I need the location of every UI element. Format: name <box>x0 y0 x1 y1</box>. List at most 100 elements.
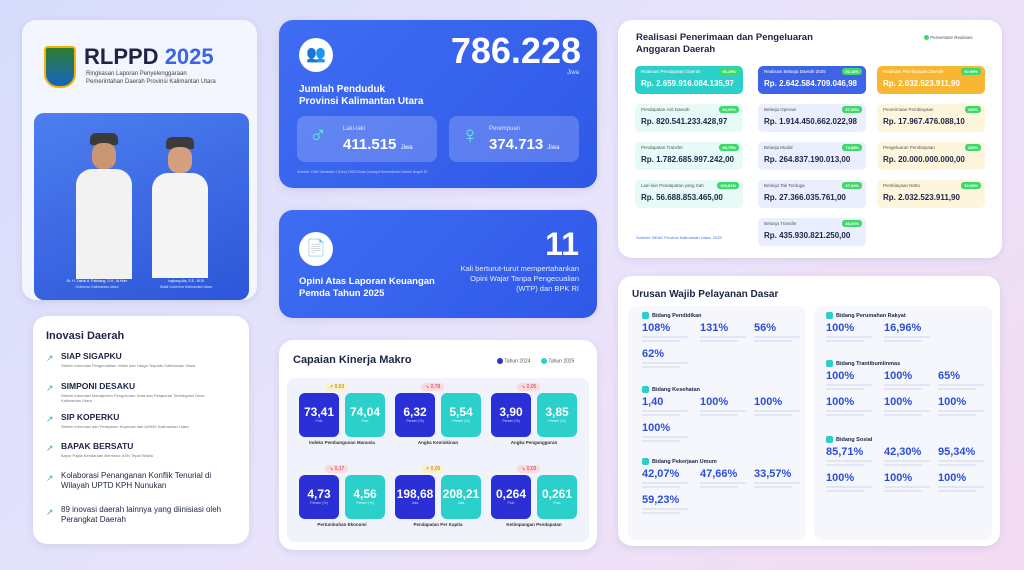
trend-icon: ↗ <box>329 384 335 390</box>
budget-item[interactable]: Lain-lain Pendapatan yang Sah 109,81% Rp. … <box>635 180 743 208</box>
bar-2024: 6,32 Persen (%) <box>395 393 435 437</box>
indicator-desc-line <box>754 410 800 412</box>
makro-group: ↘ 0,03 0,264 Poin 0,261 Poin Ketimpangan Pend… <box>487 462 581 542</box>
inovasi-item[interactable]: ↗ SIMPONI DESAKU Sistem Informasi Manaje… <box>46 381 246 412</box>
budget-pct: 94,99% <box>719 106 739 113</box>
indicator: 108% <box>642 322 696 342</box>
indicator-desc-line <box>884 464 922 466</box>
opini-desc-2: Opini Wajar Tanpa Pengecualian <box>470 274 579 283</box>
budget-pct: 88,06% <box>842 220 862 227</box>
male-number: 411.515 <box>343 136 397 153</box>
budget-pct: 73,88% <box>842 144 862 151</box>
makro-label: Angka Kemiskinan <box>417 440 459 445</box>
bar-2025: 0,261 Poin <box>537 475 577 519</box>
delta-value: 0,78 <box>430 384 441 390</box>
indicator-desc-line <box>700 486 738 488</box>
makro-group: ↘ 0,17 4,73 Persen (%) 4,56 Persen (%) Pertum… <box>295 462 389 542</box>
indicator-desc-line <box>826 460 872 462</box>
indicator-desc-line <box>826 336 872 338</box>
indicator-desc-line <box>826 486 872 488</box>
budget-item[interactable]: Realisasi Belanja Daerah 2025 92,16% Rp. 2… <box>758 66 866 94</box>
budget-item[interactable]: Realisasi Pendapatan Daerah 96,29% Rp. 2.6… <box>635 66 743 94</box>
indicator-desc-line <box>642 414 680 416</box>
indicator: 56% <box>754 322 808 342</box>
indicator-desc-line <box>642 336 688 338</box>
budget-pct: 87,94% <box>842 182 862 189</box>
indicator: 100% <box>826 322 880 342</box>
budget-label: Realisasi Pendapatan Daerah <box>641 69 701 74</box>
inovasi-extra[interactable]: ↗ Kolaborasi Penanganan Konflik Tenurial… <box>46 471 246 505</box>
budget-value: Rp. 1.782.685.997.242,00 <box>641 155 734 164</box>
indicator-desc-line <box>754 414 792 416</box>
indicator-desc-line <box>642 410 688 412</box>
trend-icon: ↗ <box>46 353 54 363</box>
female-unit: Jiwa <box>547 145 560 151</box>
bar-unit: Juta <box>411 501 419 505</box>
indicator: 33,57% <box>754 468 808 488</box>
indicator-desc-line <box>938 410 984 412</box>
indicator-desc-line <box>700 410 746 412</box>
inovasi-extra[interactable]: ↗ 89 inovasi daerah lainnya yang diinisi… <box>46 505 246 531</box>
indicator: 100% <box>754 396 808 416</box>
male-box: ♂ Laki-laki 411.515 Jiwa <box>297 116 437 162</box>
budget-pct: 92,99% <box>961 182 981 189</box>
female-label: Perempuan <box>489 126 521 132</box>
indicator-value: 95,34% <box>938 446 976 458</box>
budget-label: Pengeluaran Pembiayaan <box>883 145 935 150</box>
indicator-desc-line <box>754 336 800 338</box>
population-source: Sumber: DKB Semester 2 (Des) 2025 Dinas … <box>297 170 428 174</box>
budget-value: Rp. 820.541.233.428,97 <box>641 117 728 126</box>
legend-2024-label: Tahun 2024 <box>504 358 531 365</box>
section-icon <box>826 312 833 319</box>
budget-item[interactable]: Pembiayaan Netto 92,99% Rp. 2.032.523.911,… <box>877 180 985 208</box>
anggaran-title-1: Realisasi Penerimaan dan Pengeluaran <box>636 32 813 43</box>
bar-2024: 0,264 Poin <box>491 475 531 519</box>
bar-2025-value: 0,261 <box>541 487 573 501</box>
opini-desc-3: (WTP) dan BPK RI <box>516 284 579 293</box>
budget-value: Rp. 1.914.450.662.022,98 <box>764 117 857 126</box>
trend-icon: ↘ <box>329 466 335 472</box>
inovasi-item[interactable]: ↗ BAPAK BERSATU Bayar Pajak Kendaraan Be… <box>46 441 246 471</box>
budget-item[interactable]: Pendapatan Transfer 95,79% Rp. 1.782.685.9… <box>635 142 743 170</box>
inovasi-card: Inovasi Daerah ↗ SIAP SIGAPKU Sistem Inf… <box>33 316 249 544</box>
inovasi-item[interactable]: ↗ SIP KOPERKU Sistem Informasi dan Pelay… <box>46 412 246 441</box>
budget-item[interactable]: Realisasi Pembiayaan Daerah 92,99% Rp. 2.0… <box>877 66 985 94</box>
budget-pct: 100% <box>964 144 981 151</box>
bar-unit: Persen (%) <box>502 419 520 423</box>
delta-value: 0,17 <box>334 466 345 472</box>
section-title: Bidang Perumahan Rakyat <box>826 312 906 319</box>
budget-value: Rp. 2.032.523.911,90 <box>883 193 960 202</box>
indicator-desc-line <box>642 436 688 438</box>
indicator-value: 100% <box>938 472 967 484</box>
bar-2025: 74,04 Poin <box>345 393 385 437</box>
female-box: ♀ Perempuan 374.713 Jiwa <box>449 116 579 162</box>
indicator: 95,34% <box>938 446 992 466</box>
indicator-value: 100% <box>642 422 671 434</box>
budget-item[interactable]: Penerimaan Pembiayaan 100% Rp. 17.967.476.… <box>877 104 985 132</box>
population-total: 786.228 <box>450 30 581 71</box>
indicator: 42,30% <box>884 446 938 466</box>
budget-label: Penerimaan Pembiayaan <box>883 107 934 112</box>
indicator-value: 42,07% <box>642 468 680 480</box>
budget-item[interactable]: Belanja Modal 73,88% Rp. 264.837.190.013,0… <box>758 142 866 170</box>
makro-group: ↘ 0,05 3,90 Persen (%) 3,85 Persen (%) Angka … <box>487 380 581 460</box>
trend-icon: ↗ <box>46 473 54 483</box>
bar-unit: Poin <box>361 419 369 423</box>
budget-item[interactable]: Belanja Transfer 88,06% Rp. 435.930.821.25… <box>758 218 866 246</box>
budget-item[interactable]: Belanja Tak Terduga 87,94% Rp. 27.366.035.… <box>758 180 866 208</box>
budget-item[interactable]: Pengeluaran Pembiayaan 100% Rp. 20.000.000… <box>877 142 985 170</box>
budget-item[interactable]: Belanja Operasi 87,33% Rp. 1.914.450.662.0… <box>758 104 866 132</box>
indicator: 85,71% <box>826 446 880 466</box>
indicator-desc-line <box>884 490 922 492</box>
indicator-desc-line <box>826 490 864 492</box>
indicator: 100% <box>884 370 938 390</box>
indicator-value: 100% <box>700 396 729 408</box>
indicator: 16,96% <box>884 322 938 342</box>
budget-pct: 92,16% <box>842 68 862 75</box>
budget-item[interactable]: Pendapatan Asli Daerah 94,99% Rp. 820.541.… <box>635 104 743 132</box>
makro-group: ↗ 0,63 73,41 Poin 74,04 Poin Indeks Pembangun… <box>295 380 389 460</box>
section-icon <box>826 436 833 443</box>
delta-value: 0,05 <box>430 466 441 472</box>
legend-2025: Tahun 2025 <box>541 358 574 364</box>
inovasi-item[interactable]: ↗ SIAP SIGAPKU Sistem Informasi Pengenda… <box>46 351 246 381</box>
